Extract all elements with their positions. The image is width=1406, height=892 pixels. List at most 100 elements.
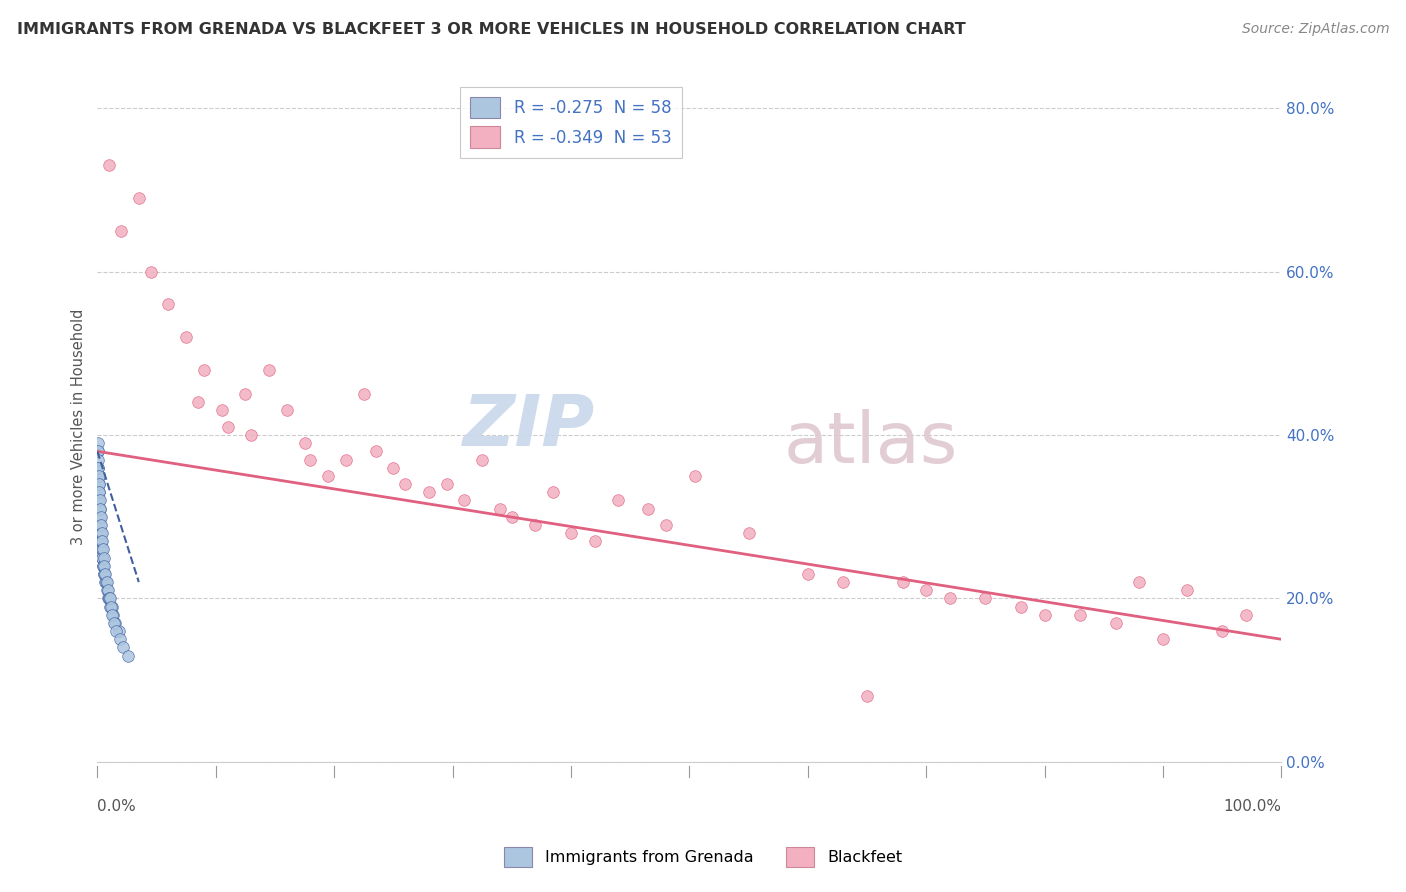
Point	[87, 436, 110, 450]
Point	[91, 542, 114, 557]
Point	[87, 477, 110, 491]
Point	[94, 575, 117, 590]
Point	[335, 452, 357, 467]
Point	[654, 517, 676, 532]
Point	[100, 599, 122, 614]
Point	[87, 444, 110, 458]
Point	[257, 362, 280, 376]
Point	[157, 297, 180, 311]
Point	[100, 599, 122, 614]
Point	[91, 534, 114, 549]
Point	[90, 542, 112, 557]
Point	[299, 452, 322, 467]
Point	[101, 607, 124, 622]
Point	[89, 485, 111, 500]
Point	[112, 640, 135, 655]
Point	[100, 599, 122, 614]
Point	[107, 624, 129, 639]
Point	[108, 632, 131, 647]
Point	[1128, 575, 1150, 590]
Point	[98, 591, 121, 606]
Point	[353, 387, 375, 401]
Point	[637, 501, 659, 516]
Point	[91, 550, 114, 565]
Point	[240, 428, 263, 442]
Point	[436, 477, 458, 491]
Point	[471, 452, 494, 467]
Point	[98, 158, 121, 172]
Point	[128, 191, 150, 205]
Point	[97, 591, 120, 606]
Point	[1069, 607, 1091, 622]
Point	[187, 395, 209, 409]
Point	[89, 485, 111, 500]
Text: 100.0%: 100.0%	[1223, 798, 1281, 814]
Point	[1010, 599, 1032, 614]
Point	[217, 419, 239, 434]
Point	[1152, 632, 1174, 647]
Point	[832, 575, 855, 590]
Point	[103, 615, 125, 630]
Point	[87, 477, 110, 491]
Point	[89, 509, 111, 524]
Point	[91, 558, 114, 573]
Point	[96, 575, 118, 590]
Point	[89, 501, 111, 516]
Y-axis label: 3 or more Vehicles in Household: 3 or more Vehicles in Household	[72, 309, 86, 545]
Point	[94, 575, 117, 590]
Point	[1033, 607, 1056, 622]
Point	[316, 468, 339, 483]
Point	[139, 264, 162, 278]
Point	[90, 526, 112, 541]
Point	[453, 493, 475, 508]
Point	[98, 591, 121, 606]
Point	[856, 690, 879, 704]
Point	[94, 566, 117, 581]
Point	[91, 550, 114, 565]
Point	[87, 460, 110, 475]
Point	[1211, 624, 1233, 639]
Point	[117, 648, 139, 663]
Point	[87, 452, 110, 467]
Text: IMMIGRANTS FROM GRENADA VS BLACKFEET 3 OR MORE VEHICLES IN HOUSEHOLD CORRELATION: IMMIGRANTS FROM GRENADA VS BLACKFEET 3 O…	[17, 22, 966, 37]
Point	[276, 403, 298, 417]
Text: ZIP: ZIP	[463, 392, 595, 461]
Text: 0.0%: 0.0%	[97, 798, 136, 814]
Point	[110, 224, 132, 238]
Point	[90, 534, 112, 549]
Point	[87, 460, 110, 475]
Point	[90, 509, 112, 524]
Point	[501, 509, 523, 524]
Point	[91, 558, 114, 573]
Point	[524, 517, 547, 532]
Point	[89, 501, 111, 516]
Point	[974, 591, 997, 606]
Point	[1175, 583, 1198, 598]
Point	[104, 615, 127, 630]
Point	[93, 550, 115, 565]
Point	[93, 566, 115, 581]
Point	[90, 542, 112, 557]
Point	[394, 477, 416, 491]
Point	[737, 526, 759, 541]
Legend: R = -0.275  N = 58, R = -0.349  N = 53: R = -0.275 N = 58, R = -0.349 N = 53	[460, 87, 682, 158]
Point	[1234, 607, 1257, 622]
Point	[90, 534, 112, 549]
Point	[101, 607, 124, 622]
Point	[89, 493, 111, 508]
Point	[90, 517, 112, 532]
Point	[87, 468, 110, 483]
Point	[583, 534, 606, 549]
Point	[382, 460, 405, 475]
Text: atlas: atlas	[785, 409, 959, 477]
Point	[87, 444, 110, 458]
Point	[364, 444, 387, 458]
Point	[89, 517, 111, 532]
Point	[797, 566, 820, 581]
Point	[93, 558, 115, 573]
Point	[607, 493, 630, 508]
Point	[93, 566, 115, 581]
Point	[939, 591, 962, 606]
Point	[174, 330, 197, 344]
Point	[96, 583, 118, 598]
